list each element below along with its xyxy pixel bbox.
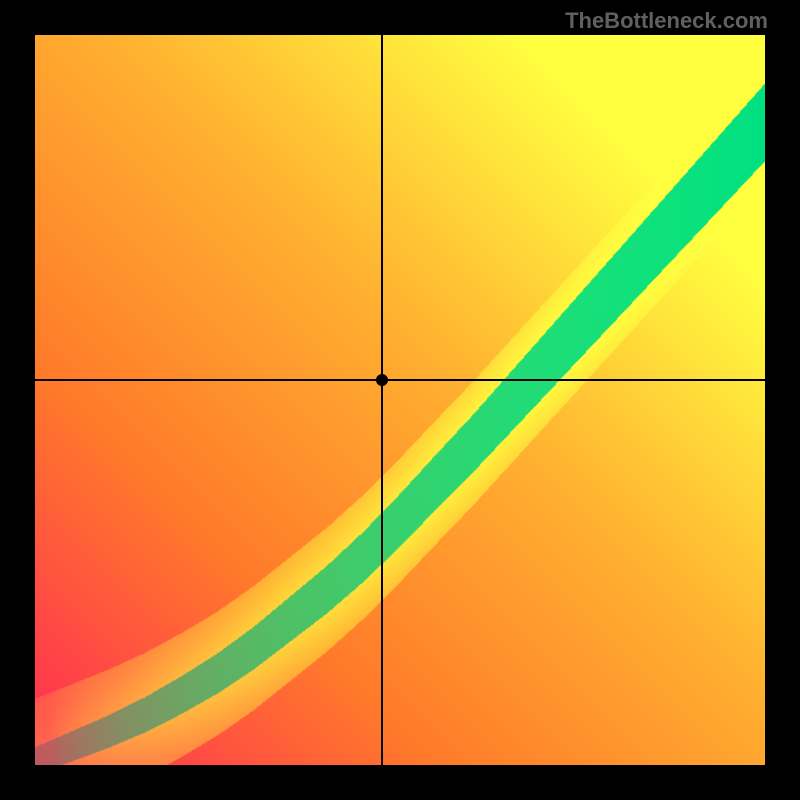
heatmap-gradient [35,35,765,765]
crosshair-vertical [381,35,383,765]
crosshair-marker[interactable] [376,374,388,386]
watermark-text: TheBottleneck.com [565,8,768,34]
crosshair-horizontal [35,379,765,381]
chart-plot-area [35,35,765,765]
